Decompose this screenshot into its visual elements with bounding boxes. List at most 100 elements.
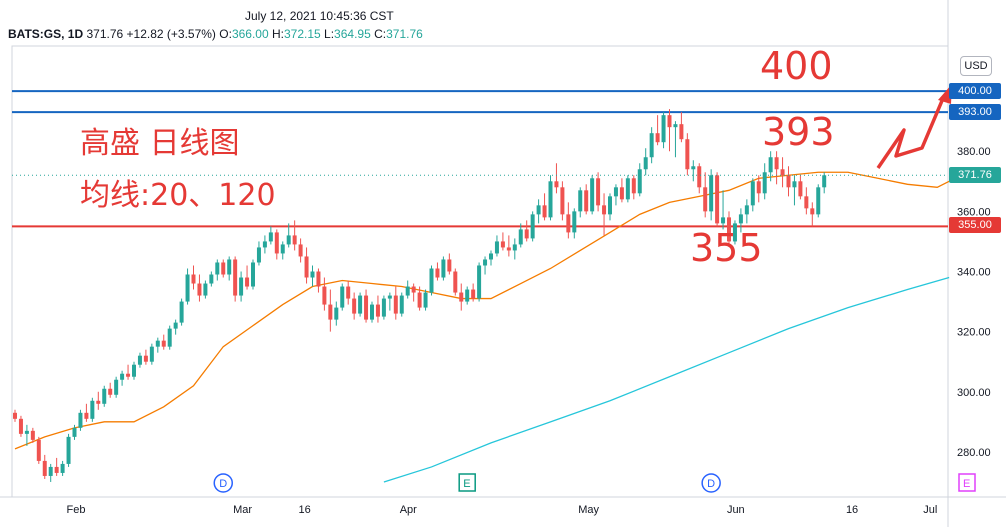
candle-body[interactable] bbox=[423, 292, 428, 308]
candle-body[interactable] bbox=[774, 157, 779, 170]
candle-body[interactable] bbox=[798, 181, 803, 197]
candle-body[interactable] bbox=[578, 190, 583, 212]
candle-body[interactable] bbox=[173, 322, 178, 329]
candle-body[interactable] bbox=[72, 427, 77, 437]
candle-body[interactable] bbox=[465, 289, 470, 302]
candle-body[interactable] bbox=[370, 304, 374, 320]
candle-body[interactable] bbox=[108, 388, 113, 395]
candle-body[interactable] bbox=[364, 295, 369, 320]
candle-body[interactable] bbox=[566, 214, 571, 233]
candle-body[interactable] bbox=[732, 223, 737, 242]
candle-body[interactable] bbox=[435, 268, 440, 278]
candle-body[interactable] bbox=[417, 292, 422, 308]
candle-body[interactable] bbox=[346, 286, 351, 299]
candle-body[interactable] bbox=[548, 181, 553, 218]
candle-body[interactable] bbox=[185, 274, 190, 302]
candle-body[interactable] bbox=[572, 211, 577, 233]
candle-body[interactable] bbox=[643, 157, 648, 170]
candle-body[interactable] bbox=[649, 133, 654, 158]
candle-body[interactable] bbox=[697, 166, 702, 188]
candle-body[interactable] bbox=[102, 388, 107, 404]
candle-body[interactable] bbox=[239, 277, 244, 296]
candle-body[interactable] bbox=[459, 292, 464, 302]
candle-body[interactable] bbox=[191, 274, 196, 284]
candle-body[interactable] bbox=[631, 178, 636, 194]
candle-body[interactable] bbox=[245, 277, 250, 287]
candle-body[interactable] bbox=[447, 259, 452, 272]
candle-body[interactable] bbox=[48, 466, 53, 476]
candle-body[interactable] bbox=[215, 262, 220, 275]
candle-body[interactable] bbox=[352, 298, 357, 314]
candle-body[interactable] bbox=[274, 232, 279, 254]
candle-body[interactable] bbox=[602, 205, 607, 215]
candle-body[interactable] bbox=[685, 139, 690, 170]
candle-body[interactable] bbox=[304, 256, 309, 278]
candle-body[interactable] bbox=[84, 412, 89, 419]
candle-body[interactable] bbox=[489, 253, 493, 260]
candle-body[interactable] bbox=[197, 283, 202, 296]
candle-body[interactable] bbox=[625, 178, 630, 200]
candle-body[interactable] bbox=[161, 340, 166, 347]
candle-body[interactable] bbox=[810, 208, 815, 215]
candle-body[interactable] bbox=[36, 439, 41, 461]
candle-body[interactable] bbox=[691, 166, 696, 170]
candle-body[interactable] bbox=[744, 205, 749, 215]
candle-body[interactable] bbox=[494, 241, 499, 254]
candle-body[interactable] bbox=[679, 124, 684, 140]
candle-body[interactable] bbox=[66, 436, 71, 464]
candle-body[interactable] bbox=[762, 172, 767, 194]
candle-body[interactable] bbox=[738, 214, 743, 224]
candle-body[interactable] bbox=[673, 124, 678, 128]
candle-body[interactable] bbox=[256, 247, 261, 263]
candle-body[interactable] bbox=[637, 169, 642, 194]
candle-body[interactable] bbox=[822, 175, 827, 188]
candle-body[interactable] bbox=[560, 187, 565, 215]
candle-body[interactable] bbox=[441, 259, 446, 278]
candle-body[interactable] bbox=[536, 205, 541, 215]
candle-body[interactable] bbox=[334, 307, 339, 320]
candle-body[interactable] bbox=[613, 187, 618, 197]
candle-body[interactable] bbox=[292, 235, 297, 245]
candle-body[interactable] bbox=[804, 196, 809, 209]
candle-body[interactable] bbox=[78, 412, 83, 428]
candle-body[interactable] bbox=[405, 286, 410, 296]
candle-body[interactable] bbox=[792, 181, 797, 188]
candle-body[interactable] bbox=[715, 175, 720, 224]
candle-body[interactable] bbox=[750, 181, 755, 206]
candle-body[interactable] bbox=[667, 115, 672, 128]
dividend-marker[interactable] bbox=[701, 473, 721, 493]
candle-body[interactable] bbox=[262, 241, 267, 248]
candle-body[interactable] bbox=[340, 286, 345, 308]
candle-body[interactable] bbox=[13, 412, 17, 419]
candle-body[interactable] bbox=[316, 271, 321, 287]
candle-body[interactable] bbox=[375, 304, 380, 317]
currency-button[interactable]: USD bbox=[960, 56, 992, 76]
candle-body[interactable] bbox=[18, 418, 23, 434]
candle-body[interactable] bbox=[429, 268, 434, 293]
candle-body[interactable] bbox=[24, 430, 29, 434]
candle-body[interactable] bbox=[137, 355, 142, 365]
candle-body[interactable] bbox=[114, 379, 119, 395]
candle-body[interactable] bbox=[203, 283, 208, 296]
candle-body[interactable] bbox=[453, 271, 458, 293]
symbol-label[interactable]: BATS:GS, 1D bbox=[8, 27, 84, 41]
candle-body[interactable] bbox=[90, 400, 95, 419]
candle-body[interactable] bbox=[542, 205, 547, 218]
candle-body[interactable] bbox=[280, 244, 285, 254]
candle-body[interactable] bbox=[721, 217, 726, 224]
candle-body[interactable] bbox=[393, 295, 398, 314]
candle-body[interactable] bbox=[477, 265, 482, 299]
candle-body[interactable] bbox=[310, 271, 315, 278]
candle-body[interactable] bbox=[42, 460, 47, 476]
candle-body[interactable] bbox=[328, 304, 333, 320]
candle-body[interactable] bbox=[709, 175, 714, 212]
candle-body[interactable] bbox=[596, 178, 601, 206]
candle-body[interactable] bbox=[411, 286, 416, 293]
candle-body[interactable] bbox=[143, 355, 148, 362]
candle-body[interactable] bbox=[387, 295, 392, 299]
candle-body[interactable] bbox=[471, 289, 476, 299]
candle-body[interactable] bbox=[251, 262, 255, 287]
candle-body[interactable] bbox=[126, 373, 131, 377]
candle-body[interactable] bbox=[816, 187, 821, 215]
candle-body[interactable] bbox=[518, 229, 523, 245]
